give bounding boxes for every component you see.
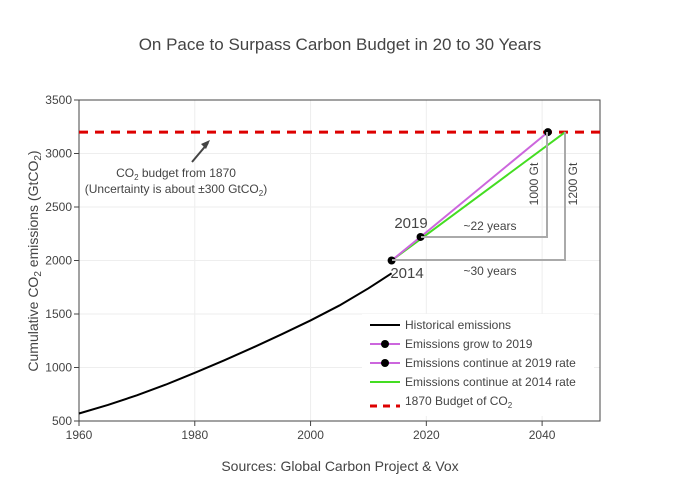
budget-arrow-head — [201, 140, 210, 149]
x-axis-title: Sources: Global Carbon Project & Vox — [221, 458, 458, 474]
label-30-years: ~30 years — [463, 264, 516, 278]
plot-frame — [78, 99, 601, 422]
legend-label-0: Historical emissions — [405, 318, 511, 332]
series-marker — [416, 232, 425, 241]
y-axis-ticks: 500 1000 1500 2000 2500 3000 3500 — [45, 93, 79, 428]
chart-title: On Pace to Surpass Carbon Budget in 20 t… — [139, 35, 542, 54]
y-tick-label: 3000 — [45, 147, 72, 161]
legend-label-3: Emissions continue at 2014 rate — [405, 375, 576, 389]
bracket-30-years — [392, 132, 566, 261]
y-tick-label: 1000 — [45, 361, 72, 375]
label-2019: 2019 — [394, 215, 427, 232]
legend-marker-2 — [381, 359, 389, 367]
label-2014: 2014 — [390, 265, 423, 282]
x-tick-label: 2040 — [529, 428, 556, 442]
label-1000-gt: 1000 Gt — [527, 162, 541, 205]
y-tick-label: 1500 — [45, 307, 72, 321]
legend-label-4: 1870 Budget of CO2 — [405, 394, 513, 410]
label-1200-gt: 1200 Gt — [566, 162, 580, 205]
x-tick-label: 1960 — [66, 428, 93, 442]
series-marker — [387, 256, 396, 265]
y-tick-label: 500 — [52, 414, 72, 428]
label-22-years: ~22 years — [463, 219, 516, 233]
legend-label-1: Emissions grow to 2019 — [405, 337, 533, 351]
budget-annotation-line1: CO2 budget from 1870 — [116, 166, 236, 182]
bracket-22-years — [421, 132, 548, 238]
y-tick-label: 2000 — [45, 254, 72, 268]
x-tick-label: 2020 — [413, 428, 440, 442]
x-tick-label: 2000 — [297, 428, 324, 442]
legend-marker-1 — [381, 340, 389, 348]
series-line-2 — [419, 131, 549, 238]
y-tick-label: 3500 — [45, 93, 72, 107]
y-axis-title: Cumulative CO2 emissions (GtCO2) — [25, 150, 44, 371]
legend: Historical emissions Emissions grow to 20… — [362, 314, 594, 416]
y-tick-label: 2500 — [45, 200, 72, 214]
series-line-0 — [78, 272, 393, 415]
legend-background — [362, 314, 594, 416]
series-layer — [78, 128, 600, 415]
annotations-layer: CO2 budget from 1870 (Uncertainty is abo… — [85, 132, 580, 282]
series-line-1 — [390, 236, 422, 262]
legend-label-2: Emissions continue at 2019 rate — [405, 356, 576, 370]
x-axis-ticks: 1960 1980 2000 2020 2040 — [66, 421, 556, 442]
budget-annotation-line2: (Uncertainty is about ±300 GtCO2) — [85, 182, 267, 198]
x-tick-label: 1980 — [181, 428, 208, 442]
